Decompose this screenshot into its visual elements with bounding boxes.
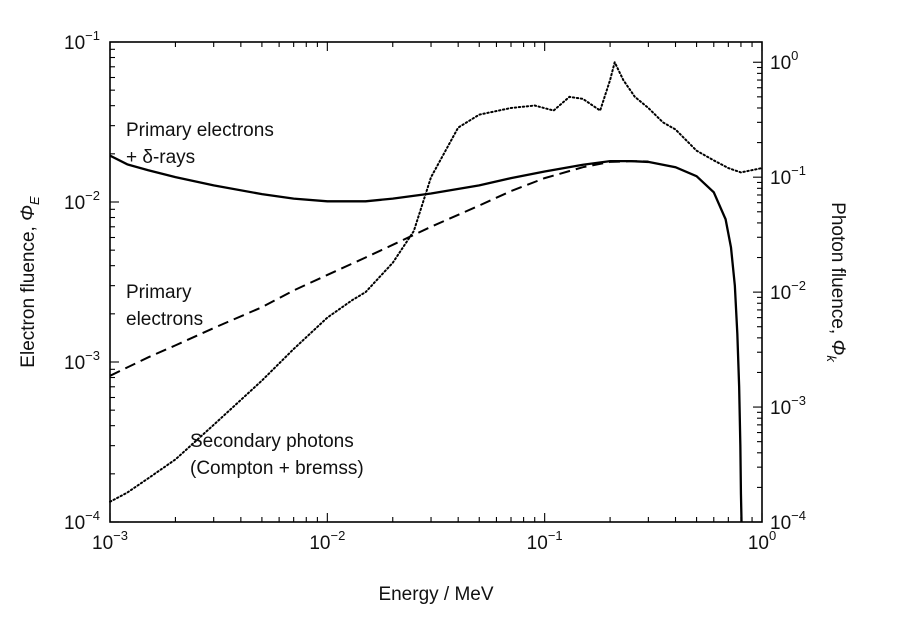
- y-right-tick-label-1: 10−3: [770, 393, 806, 419]
- y-left-tick-label-exp-2: −2: [85, 188, 100, 203]
- annotation-primary-electrons-line2: electrons: [126, 309, 203, 330]
- y-right-tick-label-2: 10−2: [770, 278, 806, 304]
- annotation-secondary-photons-line1: Secondary photons: [190, 431, 354, 452]
- series-layer: [109, 59, 763, 523]
- ticks-layer: 10−3 10−2 10−1 10010−410−310−210−110−410−31…: [64, 28, 806, 554]
- x-tick-label-exp-3: 0: [769, 528, 776, 543]
- x-tick-label-exp-1: −2: [330, 528, 345, 543]
- annotation-primary-delta-line2: + δ-rays: [126, 147, 195, 168]
- y-axis-right-title-symbol: Φ: [827, 339, 848, 355]
- y-right-tick-label-base-0: 10: [770, 513, 791, 534]
- series-dotted-line: [109, 59, 763, 503]
- x-tick-label-exp-2: −1: [548, 528, 563, 543]
- series-dashed-line: [109, 160, 649, 377]
- y-right-tick-label-base-3: 10: [770, 168, 791, 189]
- y-left-tick-label-exp-1: −3: [85, 348, 100, 363]
- x-tick-label-exp-0: −3: [113, 528, 128, 543]
- y-left-tick-label-3: 10−1: [64, 28, 100, 54]
- x-axis-title: Energy / MeV: [378, 584, 493, 605]
- y-right-tick-label-exp-2: −2: [791, 278, 806, 293]
- x-tick-label-base-2: 10: [527, 533, 548, 554]
- y-right-tick-label-base-1: 10: [770, 398, 791, 419]
- annotation-primary-electrons-line1: Primary: [126, 282, 192, 303]
- y-left-tick-label-1: 10−3: [64, 348, 100, 374]
- annotation-primary-delta-line1: Primary electrons: [126, 120, 274, 141]
- y-right-tick-label-3: 10−1: [770, 163, 806, 189]
- y-right-tick-label-4: 100: [770, 48, 798, 74]
- x-tick-label-base-3: 10: [748, 533, 769, 554]
- y-left-tick-label-exp-0: −4: [85, 508, 100, 523]
- y-left-tick-label-0: 10−4: [64, 508, 100, 534]
- y-left-tick-label-base-2: 10: [64, 193, 85, 214]
- series-solid-line: [109, 154, 743, 523]
- y-left-tick-label-2: 10−2: [64, 188, 100, 214]
- y-right-tick-label-exp-1: −3: [791, 393, 806, 408]
- annotation-secondary-photons: Secondary photons (Compton + bremss): [190, 431, 364, 479]
- annotation-primary-electrons: Primary electrons: [126, 282, 203, 330]
- y-left-tick-label-base-3: 10: [64, 33, 85, 54]
- y-right-tick-label-0: 10−4: [770, 508, 806, 534]
- y-right-tick-label-base-2: 10: [770, 283, 791, 304]
- x-tick-label-2: 10−1: [527, 528, 563, 554]
- annotation-primary-delta: Primary electrons + δ-rays: [126, 120, 279, 168]
- y-axis-left-title-sub: E: [27, 196, 42, 205]
- y-axis-left-title: Electron fluence, ΦE: [18, 196, 42, 368]
- y-right-tick-label-exp-3: −1: [791, 163, 806, 178]
- plot-frame: [109, 41, 763, 523]
- y-right-tick-label-exp-0: −4: [791, 508, 806, 523]
- y-right-tick-label-exp-4: 0: [791, 48, 798, 63]
- annotation-secondary-photons-line2: (Compton + bremss): [190, 458, 364, 479]
- y-axis-left-title-text: Electron fluence,: [18, 221, 39, 368]
- y-axis-left-title-symbol: Φ: [18, 205, 39, 221]
- x-tick-label-0: 10−3: [92, 528, 128, 554]
- x-tick-label-1: 10−2: [309, 528, 345, 554]
- x-tick-label-base-1: 10: [309, 533, 330, 554]
- y-axis-right-title-text: Photon fluence,: [827, 202, 848, 339]
- y-left-tick-label-base-0: 10: [64, 513, 85, 534]
- y-right-tick-label-base-4: 10: [770, 53, 791, 74]
- y-left-tick-label-exp-3: −1: [85, 28, 100, 43]
- y-axis-right-title-sub: k: [824, 355, 839, 363]
- y-left-tick-label-base-1: 10: [64, 353, 85, 374]
- y-axis-right-title: Photon fluence, Φk: [824, 202, 848, 363]
- x-tick-label-base-0: 10: [92, 533, 113, 554]
- x-tick-label-3: 100: [748, 528, 776, 554]
